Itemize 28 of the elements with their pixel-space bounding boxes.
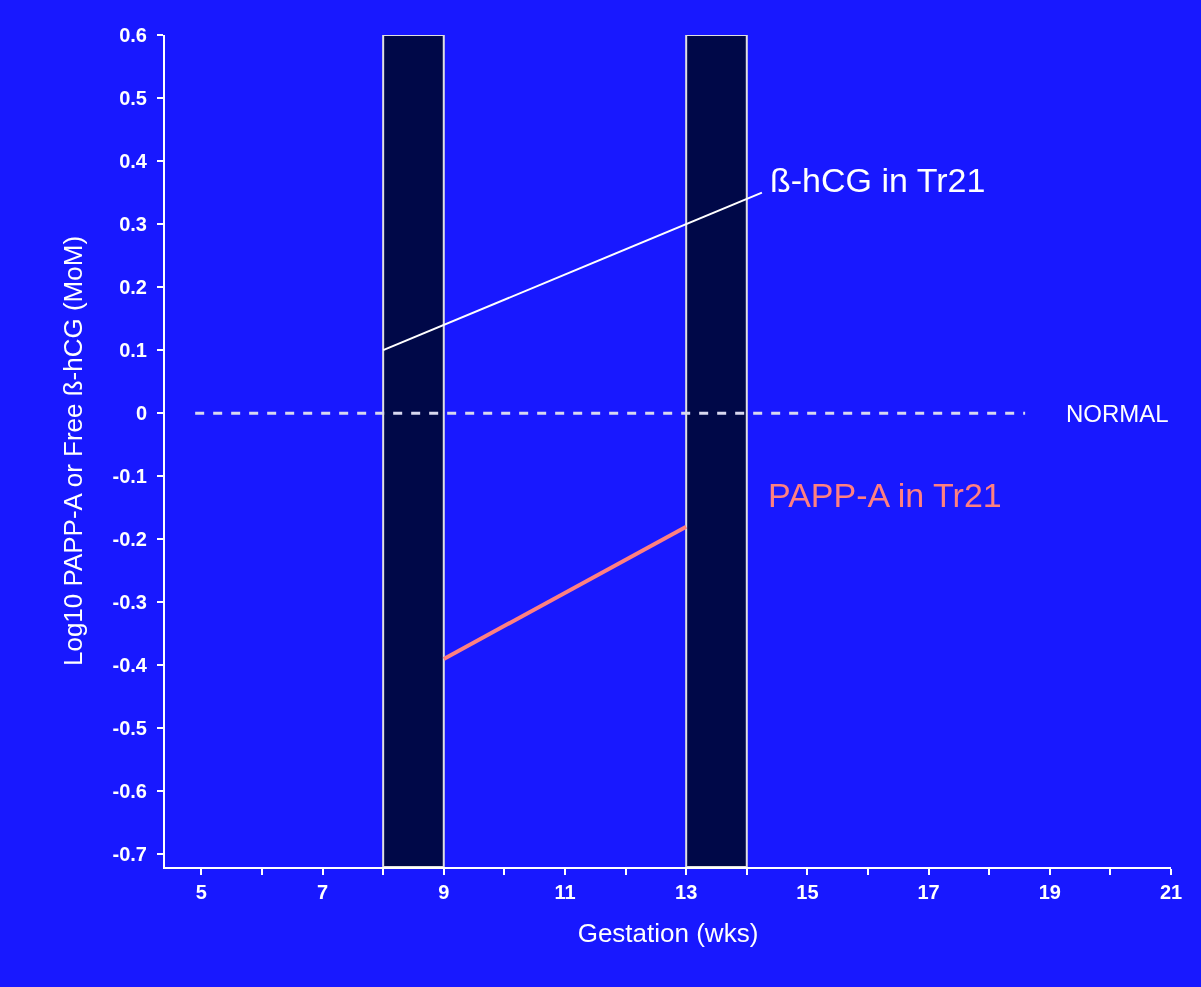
x-axis-title: Gestation (wks): [577, 918, 759, 949]
y-tick-label: 0.5: [119, 87, 147, 110]
x-tick-label: 5: [195, 881, 207, 903]
x-tick-label: 9: [438, 881, 450, 903]
x-tick-label: 17: [917, 881, 940, 903]
y-tick-label: 0.3: [119, 213, 147, 236]
y-tick-label: 0.2: [119, 276, 147, 299]
y-tick-label: -0.3: [112, 591, 147, 614]
series-label: ß-hCG in Tr21: [770, 161, 986, 199]
ref-line-label: NORMAL: [1066, 400, 1169, 427]
y-tick-label: -0.6: [112, 780, 147, 803]
y-tick-label: -0.7: [112, 843, 147, 866]
y-tick-label: -0.5: [112, 717, 147, 740]
y-tick-label: -0.1: [112, 465, 147, 488]
y-tick-label: 0.1: [119, 339, 147, 362]
y-tick-label: -0.2: [112, 528, 147, 551]
y-axis-title: Log10 PAPP-A or Free ß-hCG (MoM): [58, 235, 89, 667]
y-tick-label: 0: [135, 402, 147, 425]
x-tick-label: 15: [796, 881, 819, 903]
x-tick-label: 19: [1038, 881, 1061, 903]
text: PAPP-A in Tr21: [768, 476, 1002, 514]
y-tick-label: -0.4: [112, 654, 148, 677]
x-tick-label: 21: [1159, 881, 1183, 903]
y-tick-label: 0.4: [119, 150, 148, 173]
x-tick-label: 7: [317, 881, 329, 903]
x-tick-label: 11: [554, 881, 576, 903]
x-tick-label: 13: [675, 881, 698, 903]
y-tick-label: 0.6: [119, 24, 147, 46]
